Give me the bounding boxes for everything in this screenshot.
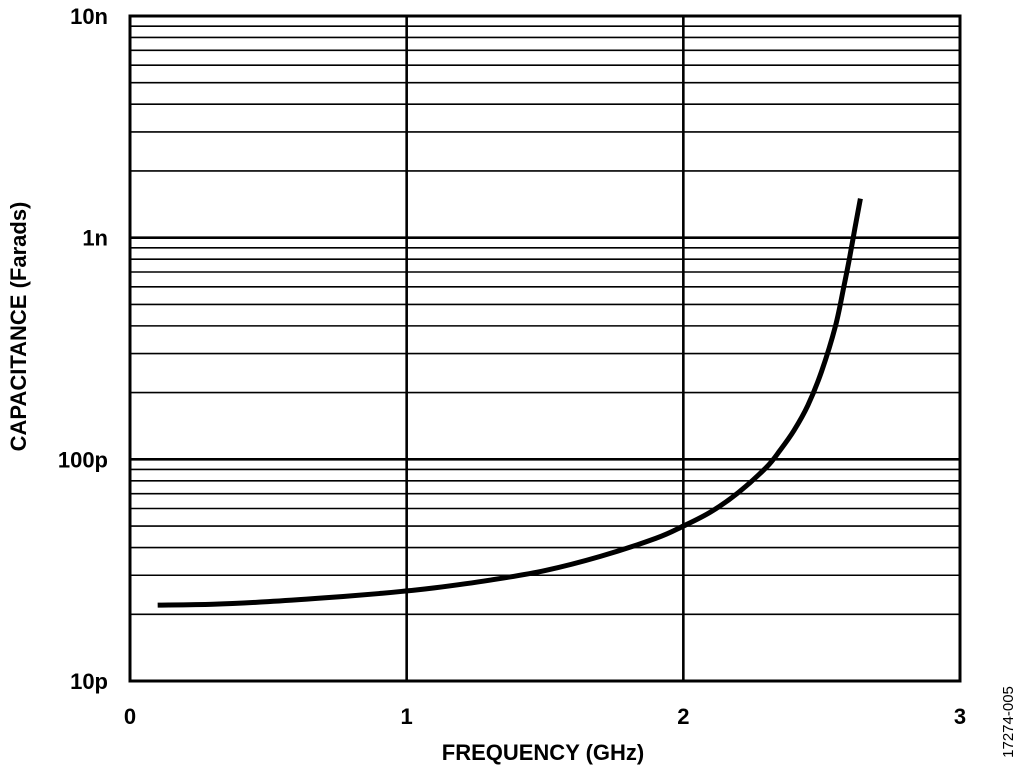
x-tick-label: 1 xyxy=(401,704,413,729)
tick-labels: 0 1 2 3 10p 100p 1n 10n xyxy=(58,4,966,729)
minor-grid xyxy=(130,25,960,616)
figure-id: 17274-005 xyxy=(1000,686,1017,758)
y-tick-label: 10n xyxy=(70,4,108,29)
y-tick-label: 100p xyxy=(58,447,108,472)
series-layer xyxy=(157,198,863,608)
x-axis-label: FREQUENCY (GHz) xyxy=(442,740,645,765)
major-grid xyxy=(128,14,962,683)
x-tick-label: 0 xyxy=(124,704,136,729)
y-axis-label: CAPACITANCE (Farads) xyxy=(6,202,31,452)
y-tick-label: 1n xyxy=(82,226,108,251)
y-tick-label: 10p xyxy=(70,669,108,694)
series-line-0 xyxy=(157,198,863,608)
plot-frame xyxy=(128,14,962,683)
x-tick-label: 3 xyxy=(954,704,966,729)
x-tick-label: 2 xyxy=(677,704,689,729)
